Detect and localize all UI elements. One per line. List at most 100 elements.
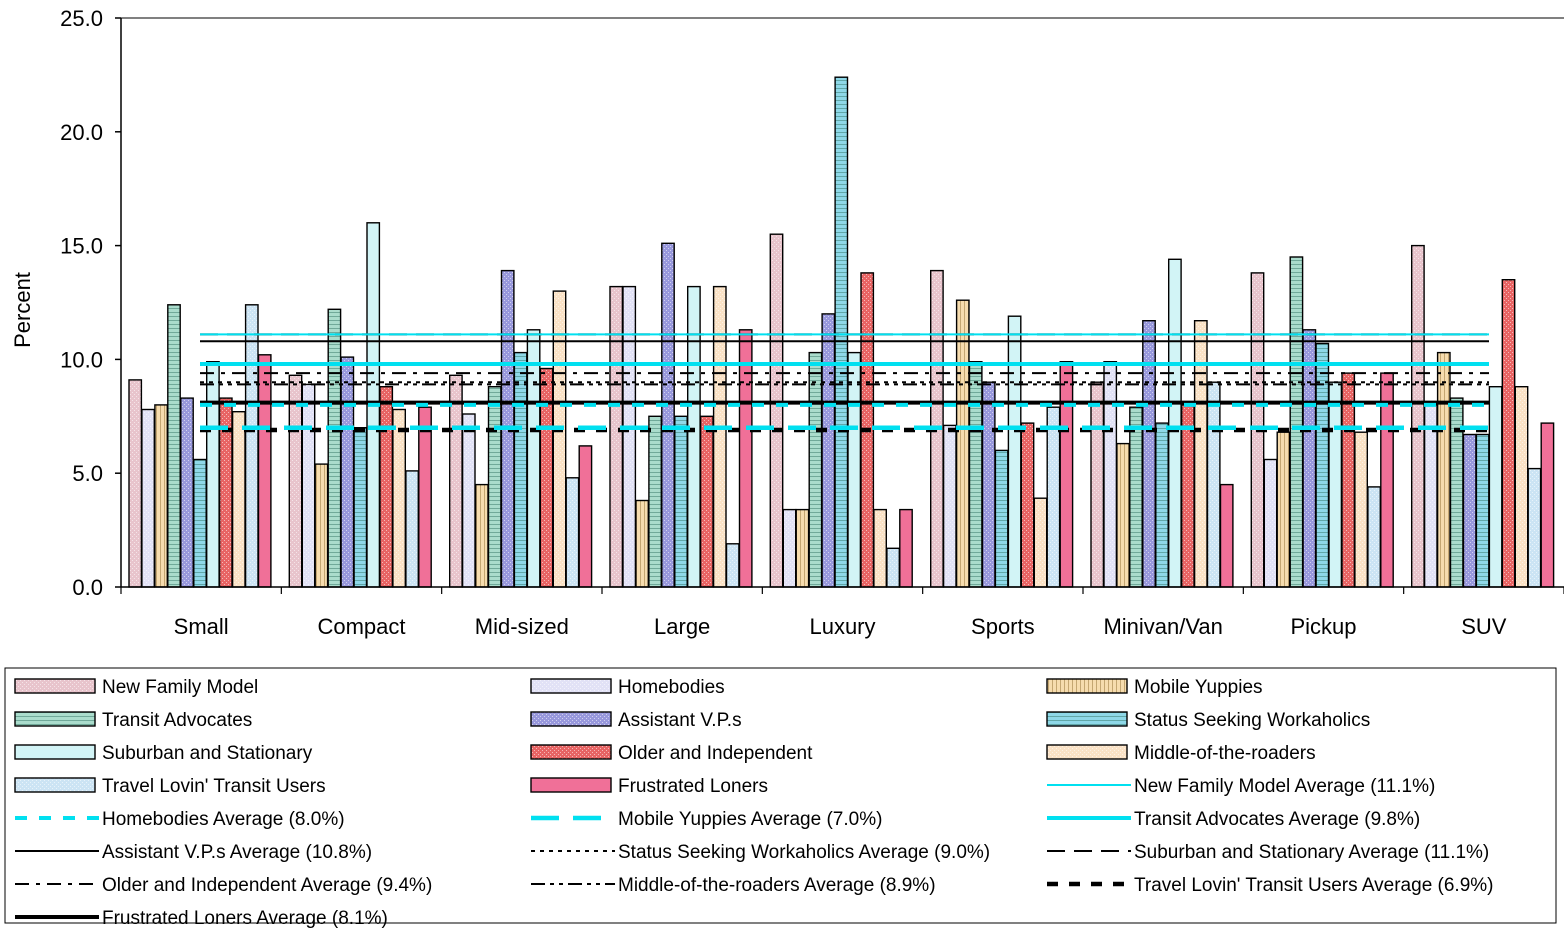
y-tick-label: 15.0 [60,234,103,259]
bar [648,415,663,588]
legend-swatch [530,777,612,793]
bar [1302,329,1317,588]
x-tick-label: Minivan/Van [1103,614,1222,639]
bar [231,411,246,588]
bar [1462,433,1477,588]
bar [461,413,476,588]
legend-box [4,667,1557,924]
legend-label: Transit Advocates [102,710,252,731]
bar [1263,458,1278,588]
bar [379,386,394,588]
bar [513,351,528,588]
bar [193,458,207,588]
legend-label: Middle-of-the-roaders [1134,743,1316,764]
bar [1367,486,1382,588]
bar [942,424,957,588]
bar [418,406,432,588]
bar [609,285,624,588]
bar [1436,351,1451,588]
legend-entry: Middle-of-the-roaders [1046,743,1316,764]
legend: New Family Model Homebodies Mobile Yuppies… [4,667,1557,929]
legend-entry: Mobile Yuppies [1046,677,1263,698]
bar [795,508,810,588]
bar [1328,381,1343,588]
legend-entry: Homebodies [530,677,725,698]
bar [167,304,181,588]
legend-swatch [1046,744,1128,760]
bar [1514,386,1529,588]
legend-label: Older and Independent Average (9.4%) [102,875,432,896]
legend-entry: Homebodies Average (8.0%) [15,809,345,830]
bar [712,285,727,588]
legend-swatch [1046,711,1128,727]
bar [699,415,714,588]
bar [886,547,901,588]
bar [661,242,675,588]
legend-entry: Assistant V.P.s Average (10.8%) [15,842,372,863]
bar [834,76,849,588]
legend-label: Status Seeking Workaholics [1134,710,1370,731]
legend-label: Frustrated Loners Average (8.1%) [102,908,388,929]
legend-entry: Frustrated Loners Average (8.1%) [15,908,388,929]
legend-label: Travel Lovin' Transit Users Average (6.9… [1134,875,1494,896]
bar [288,374,303,588]
legend-label: Frustrated Loners [618,776,768,797]
bar [1540,422,1555,588]
y-tick-label: 20.0 [60,120,103,145]
x-tick-label: Large [654,614,710,639]
bar [405,470,419,588]
legend-entry: Assistant V.P.s [530,710,742,731]
bar [1167,258,1182,588]
legend-entry: Frustrated Loners [530,776,768,797]
bar [128,379,143,588]
bar [782,508,797,588]
bar [821,313,836,588]
bar [1129,406,1143,588]
bar [873,508,888,588]
legend-label: Transit Advocates Average (9.8%) [1134,809,1420,830]
bar [353,427,368,588]
legend-entry: Older and Independent [530,743,813,764]
bar [1116,442,1131,588]
bar [141,408,155,588]
bar [180,397,194,588]
y-tick-label: 25.0 [60,6,103,31]
bar [1488,386,1503,588]
bar [526,329,541,588]
legend-label: Status Seeking Workaholics Average (9.0%… [618,842,990,863]
bar [327,308,342,588]
bar [674,415,688,588]
bar [994,449,1009,588]
x-tick-label: SUV [1461,614,1507,639]
legend-entry: Mobile Yuppies Average (7.0%) [531,809,882,830]
plot-area: 0.0 5.0 10.0 15.0 20.0 25.0 Small Compact Mid-si… [60,6,1564,639]
bar [1354,431,1369,588]
bar [1033,497,1048,588]
legend-swatch [14,711,96,727]
legend-swatch [14,744,96,760]
x-tick-label: Mid-sized [475,614,569,639]
legend-label: Mobile Yuppies [1134,677,1263,698]
legend-entry: New Family Model [14,677,258,698]
bar [808,351,823,588]
bar [968,361,983,588]
bar [635,499,650,588]
bar [314,463,329,588]
bar [738,329,753,588]
bar [301,383,316,588]
bar [244,304,259,588]
legend-entry: Suburban and Stationary Average (11.1%) [1047,842,1489,863]
y-tick-label: 10.0 [60,347,103,372]
y-tick-label: 0.0 [72,575,103,600]
bar [257,354,272,588]
legend-entry: Status Seeking Workaholics Average (9.0%… [531,842,990,863]
bar [340,356,355,588]
legend-swatch [530,744,612,760]
legend-entry: New Family Model Average (11.1%) [1047,776,1435,797]
bar [154,404,168,588]
legend-label: Middle-of-the-roaders Average (8.9%) [618,875,936,896]
legend-swatch [14,678,96,694]
bar [899,508,913,588]
legend-label: Assistant V.P.s Average (10.8%) [102,842,372,863]
